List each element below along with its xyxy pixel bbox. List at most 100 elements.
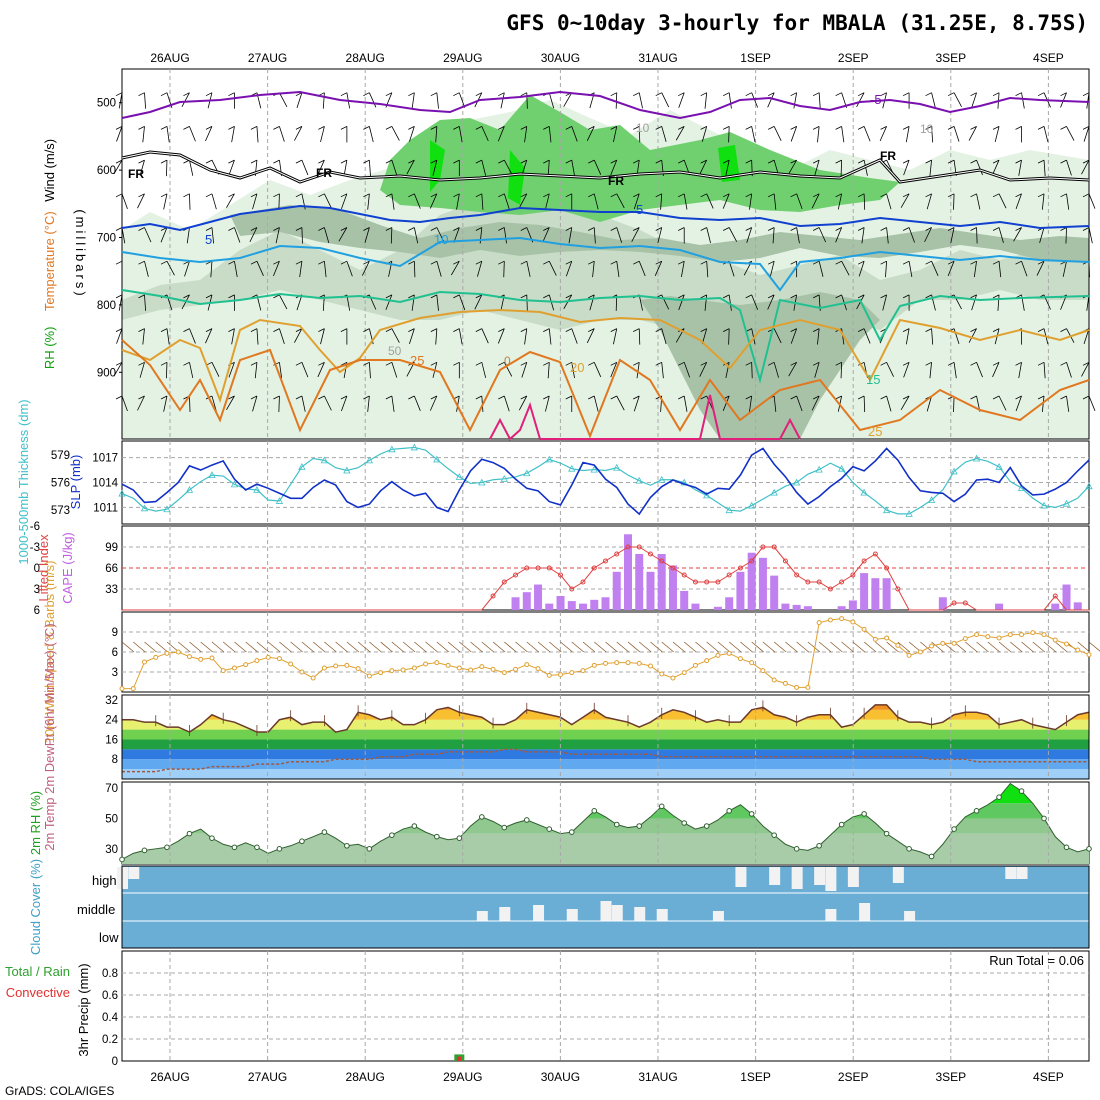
wind-barb: [458, 328, 463, 345]
lifted-index-line: [122, 546, 1089, 611]
wind10m-marker: [895, 642, 901, 648]
wind-barb-flag: [160, 328, 168, 332]
rh2m-marker: [1063, 844, 1070, 851]
wind10m-barb: [481, 641, 495, 653]
wind-barb-flag: [475, 159, 482, 164]
wind-barb: [861, 227, 865, 244]
cloud-clear-middle: [712, 911, 724, 921]
wind-barb-flag: [160, 159, 168, 164]
wind-barb: [638, 261, 646, 277]
wind10m-marker: [1041, 632, 1047, 638]
precip-tick-label: 0.8: [102, 968, 118, 980]
wind-barb: [189, 328, 196, 344]
wind-barb: [1015, 395, 1022, 412]
wind10m-marker: [468, 667, 474, 673]
wind10m-barb: [616, 641, 630, 653]
cape-bar: [668, 565, 677, 610]
wind10m-marker: [805, 684, 811, 690]
cape-bar: [657, 554, 666, 610]
wind-barb: [1021, 92, 1025, 109]
lifted-index-tick-label: 0: [34, 563, 40, 575]
wind10m-marker: [1075, 647, 1081, 653]
wind-barb-flag: [430, 227, 438, 231]
wind-barb: [391, 193, 395, 210]
wind-barb-flag: [678, 159, 685, 164]
date-label-bottom: 28AUG: [346, 1070, 385, 1084]
wind-barb: [163, 193, 168, 210]
rh2m-marker: [996, 794, 1002, 800]
rh2m-marker: [883, 830, 890, 837]
wind10m-barb: [504, 641, 517, 653]
cape-bar: [938, 597, 947, 610]
rh2m-band: [122, 783, 1089, 804]
wind-barb: [953, 328, 960, 344]
wind-barb: [586, 126, 595, 141]
wind10m-marker: [951, 640, 957, 646]
wind10m-marker: [614, 660, 620, 666]
wind-barb: [704, 294, 708, 311]
wind-barb: [1041, 193, 1045, 210]
wind-barb-flag: [902, 126, 910, 130]
temp2m-tick-label: 16: [105, 734, 118, 746]
wind-barb-flag: [767, 361, 775, 366]
wind-barb: [113, 159, 123, 175]
wind-barb: [699, 362, 708, 377]
wind10m-barb: [234, 641, 247, 653]
y-tick-label: 500: [97, 98, 116, 110]
wind-barb: [773, 193, 777, 210]
wind-barb-flag: [1037, 159, 1045, 164]
wind-barb-flag: [475, 260, 482, 265]
wind-barb-flag: [385, 227, 393, 231]
wind-barb-flag: [138, 260, 145, 265]
wind-barb-flag: [655, 92, 662, 97]
wind-barb-flag: [790, 159, 797, 164]
wind-barb: [526, 294, 528, 311]
wind-barb: [211, 227, 215, 244]
wind-barb: [565, 261, 573, 277]
wind-barb: [953, 92, 962, 108]
wind-barb-flag: [610, 126, 617, 130]
wind-barb: [524, 126, 528, 143]
wind-barb-flag: [745, 126, 752, 130]
wind-barb: [343, 160, 348, 176]
lifted-index-marker: [861, 558, 867, 564]
wind10m-barb: [593, 641, 607, 653]
wind10m-marker: [1007, 632, 1013, 638]
wind-barb-flag: [1082, 193, 1090, 198]
wind-barb-flag: [160, 361, 168, 366]
wind-barb-flag: [745, 227, 752, 231]
cloud-clear-middle: [825, 909, 837, 921]
wind-barb: [976, 193, 981, 210]
wind-barb-flag: [902, 227, 910, 231]
rh2m-marker: [951, 826, 957, 832]
wind-barb: [256, 261, 264, 276]
wind-barb: [139, 362, 145, 378]
wind-barb-flag: [205, 328, 213, 332]
wind-barb: [324, 227, 330, 243]
cape-bar: [803, 606, 812, 610]
wind-barb-flag: [992, 92, 1000, 97]
wind-barb-flag: [385, 328, 393, 332]
isotherm-25: [121, 339, 1090, 439]
wind-barb-flag: [812, 126, 820, 130]
wind-barb-flag: [633, 227, 640, 231]
wind10m-marker: [209, 655, 215, 661]
rh2m-marker: [928, 853, 935, 860]
wind-barb: [751, 126, 756, 143]
date-label-bottom: 1SEP: [740, 1070, 771, 1084]
wind-barb: [788, 159, 797, 175]
wind-barb: [144, 92, 147, 109]
cloud-clear-high: [735, 867, 747, 887]
chart-title: GFS 0~10day 3-hourly for MBALA (31.25E, …: [506, 11, 1088, 35]
wind10m-barb: [773, 641, 787, 653]
wind-barb-flag: [1037, 92, 1045, 97]
rh2m-marker: [164, 844, 170, 851]
wind-barb-flag: [565, 395, 572, 400]
wind-barb: [385, 294, 393, 310]
wind-barb: [767, 294, 775, 310]
wind-barb: [279, 126, 285, 142]
thickness-marker: [568, 464, 576, 472]
svg-text:RH (%) Temperature (°C: RH (%) Temperature (°C) Wind (m/s): [42, 139, 57, 369]
thickness-marker: [995, 462, 1003, 470]
temp2m-gridlines: [169, 695, 1049, 779]
